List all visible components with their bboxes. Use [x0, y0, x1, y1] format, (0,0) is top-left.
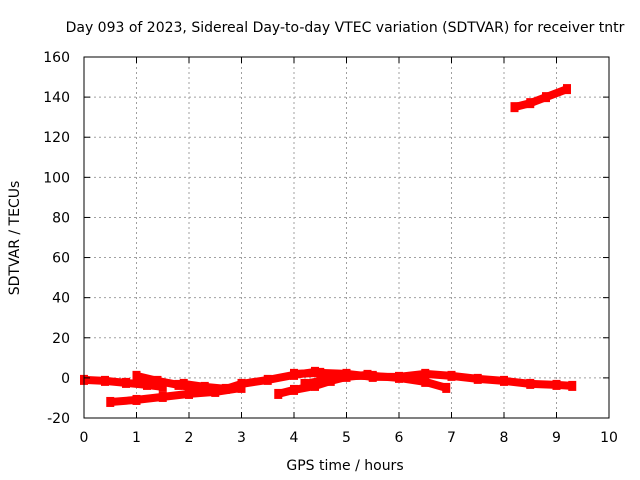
- data-point: [542, 92, 550, 103]
- data-point: [106, 396, 115, 407]
- y-tick-label: 20: [52, 331, 70, 347]
- grid-lines: [84, 57, 609, 418]
- y-tick-label: 120: [43, 130, 70, 146]
- data-point: [290, 368, 298, 379]
- data-point: [473, 373, 482, 384]
- data-point: [200, 381, 209, 392]
- y-tick-label: 160: [43, 50, 70, 66]
- y-tick-label: 100: [43, 170, 70, 186]
- y-tick-label: 40: [52, 291, 70, 307]
- data-point: [316, 367, 325, 378]
- data-point: [158, 381, 167, 392]
- chart-title: Day 093 of 2023, Sidereal Day-to-day VTE…: [66, 20, 625, 36]
- x-tick-label: 7: [447, 430, 456, 446]
- data-point: [211, 386, 220, 397]
- data-track: [513, 85, 569, 111]
- data-point: [158, 391, 167, 402]
- data-point: [221, 383, 230, 394]
- data-point: [563, 84, 571, 95]
- y-tick-label: -20: [47, 411, 70, 427]
- data-point: [290, 384, 298, 395]
- x-tick-label: 2: [185, 430, 194, 446]
- data-point: [274, 388, 283, 399]
- y-tick-label: 80: [52, 210, 70, 226]
- data-point: [368, 371, 377, 382]
- data-point: [442, 382, 451, 393]
- data-point: [395, 371, 403, 382]
- data-point: [153, 375, 162, 386]
- x-tick-label: 5: [342, 430, 351, 446]
- x-tick-label: 4: [290, 430, 299, 446]
- y-tick-label: 140: [43, 90, 70, 106]
- data-point: [342, 368, 351, 379]
- x-tick-label: 8: [500, 430, 509, 446]
- data-point: [174, 379, 183, 390]
- y-tick-labels: -20 0 20 40 60 80 100 120 140 160: [43, 50, 70, 427]
- x-tick-labels: 0 1 2 3 4 5 6 7 8 9 10: [80, 430, 618, 446]
- data-point: [143, 379, 151, 390]
- data-point: [300, 378, 309, 389]
- data-point: [568, 380, 577, 391]
- data-point: [179, 378, 188, 389]
- x-tick-label: 0: [80, 430, 89, 446]
- data-point: [101, 375, 109, 386]
- data-point: [447, 370, 456, 381]
- axis-ticks: [83, 56, 610, 419]
- data-point: [421, 368, 430, 379]
- data-point: [526, 98, 535, 109]
- data-point: [552, 379, 561, 390]
- data-point: [526, 378, 535, 389]
- data-point: [185, 388, 193, 399]
- data-point: [500, 375, 508, 386]
- x-tick-label: 6: [395, 430, 404, 446]
- data-point: [132, 394, 141, 405]
- x-tick-label: 1: [132, 430, 141, 446]
- x-tick-label: 3: [237, 430, 246, 446]
- x-tick-label: 10: [600, 430, 618, 446]
- x-tick-label: 9: [552, 430, 561, 446]
- data-point: [263, 374, 272, 385]
- data-point: [510, 102, 519, 113]
- data-point: [132, 370, 141, 381]
- y-tick-label: 60: [52, 251, 70, 267]
- data-layer: [80, 84, 577, 407]
- data-point: [122, 377, 130, 388]
- y-tick-label: 0: [61, 371, 70, 387]
- x-axis-label: GPS time / hours: [286, 458, 403, 474]
- data-point: [421, 376, 430, 387]
- y-axis-label: SDTVAR / TECUs: [7, 181, 23, 296]
- data-point: [321, 374, 330, 385]
- data-point: [237, 378, 246, 389]
- data-track: [293, 368, 573, 390]
